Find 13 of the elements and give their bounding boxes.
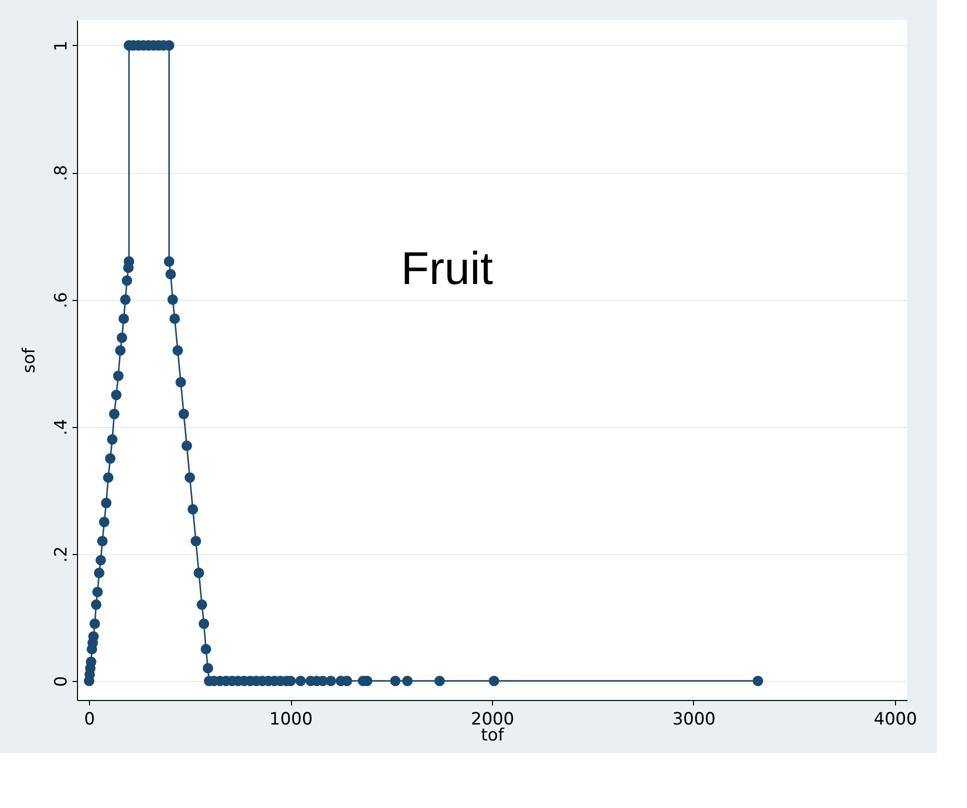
y-tick-label: .6 [52,292,72,308]
y-tick-label: .4 [52,419,72,436]
x-tick-label: 0 [84,710,95,730]
y-tick-label: 0 [52,676,72,687]
x-axis-title: tof [480,726,506,746]
y-tick-label: .8 [52,164,72,182]
y-tick-label: 1 [52,40,72,52]
x-tick-label: 1000 [269,710,313,730]
annotation: Fruit [401,242,494,294]
x-tick-label: 3000 [672,710,716,730]
y-axis-title: sof [20,346,40,374]
x-tick-label: 4000 [874,710,918,730]
y-tick-label: .2 [52,546,72,562]
